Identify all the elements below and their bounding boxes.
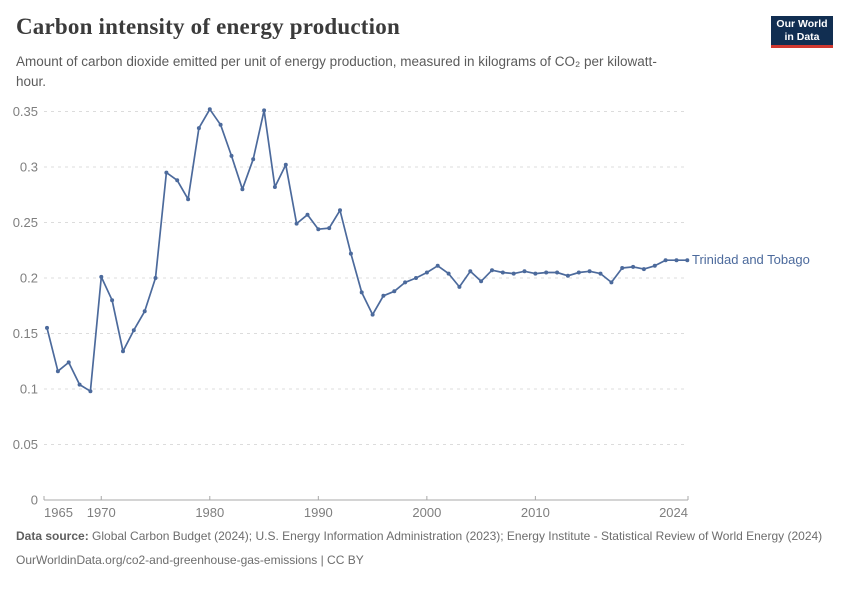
y-axis-tick-label: 0.15 <box>13 326 38 341</box>
data-point[interactable] <box>305 212 310 217</box>
data-point[interactable] <box>88 389 93 394</box>
data-point[interactable] <box>196 126 201 131</box>
x-axis-tick-label: 1970 <box>87 505 116 520</box>
data-point[interactable] <box>45 325 49 330</box>
data-point[interactable] <box>121 349 125 354</box>
data-point[interactable] <box>251 157 256 162</box>
y-axis-tick-label: 0.1 <box>20 382 38 397</box>
data-point[interactable] <box>555 270 560 275</box>
data-point[interactable] <box>522 269 527 274</box>
y-axis-tick-label: 0.2 <box>20 271 38 286</box>
data-point[interactable] <box>294 221 299 226</box>
data-point[interactable] <box>327 226 332 231</box>
data-point[interactable] <box>338 208 342 213</box>
data-point[interactable] <box>99 274 104 279</box>
y-axis-tick-label: 0.05 <box>13 437 38 452</box>
data-point[interactable] <box>272 185 277 189</box>
data-point[interactable] <box>77 382 82 387</box>
data-point[interactable] <box>598 271 603 276</box>
data-point[interactable] <box>544 270 549 275</box>
data-point[interactable] <box>641 267 646 272</box>
data-point[interactable] <box>500 270 505 275</box>
y-axis-tick-label: 0.25 <box>13 215 38 230</box>
data-point[interactable] <box>457 284 462 289</box>
x-axis-tick-label: 2010 <box>521 505 550 520</box>
data-point[interactable] <box>370 312 375 317</box>
data-source-text: Global Carbon Budget (2024); U.S. Energy… <box>88 529 823 543</box>
data-point[interactable] <box>218 122 223 127</box>
data-point[interactable] <box>685 258 690 263</box>
data-point[interactable] <box>55 369 60 374</box>
y-axis-tick-label: 0.3 <box>20 160 38 175</box>
y-axis-tick-label: 0.35 <box>13 104 38 119</box>
data-point[interactable] <box>110 298 115 303</box>
data-source-label: Data source: <box>16 529 89 543</box>
data-point[interactable] <box>164 170 169 175</box>
data-point[interactable] <box>620 266 625 270</box>
data-point[interactable] <box>576 270 581 275</box>
data-point[interactable] <box>283 162 288 167</box>
data-point[interactable] <box>674 258 679 263</box>
owid-logo-line2: in Data <box>784 30 820 43</box>
x-axis-tick-label: 2024 <box>659 505 688 520</box>
data-point[interactable] <box>565 273 570 278</box>
data-point[interactable] <box>490 268 494 273</box>
chart-footer: Data source: Global Carbon Budget (2024)… <box>16 528 831 569</box>
data-point[interactable] <box>240 187 245 192</box>
data-point[interactable] <box>587 269 592 274</box>
x-axis-tick-label: 1980 <box>195 505 224 520</box>
data-point[interactable] <box>468 269 473 274</box>
data-point[interactable] <box>424 270 429 275</box>
data-source-line: Data source: Global Carbon Budget (2024)… <box>16 528 831 545</box>
data-point[interactable] <box>533 271 538 276</box>
data-point[interactable] <box>663 258 668 263</box>
owid-logo-line1: Our World <box>776 17 828 30</box>
owid-logo[interactable]: Our World in Data <box>771 16 833 48</box>
data-point[interactable] <box>175 178 180 183</box>
data-point[interactable] <box>381 293 386 298</box>
x-axis-tick-label: 1990 <box>304 505 333 520</box>
data-point[interactable] <box>359 290 364 295</box>
data-point[interactable] <box>262 108 267 113</box>
data-point[interactable] <box>392 289 397 294</box>
chart-subtitle: Amount of carbon dioxide emitted per uni… <box>16 54 657 90</box>
data-point[interactable] <box>631 264 636 269</box>
data-point[interactable] <box>511 271 516 276</box>
data-point[interactable] <box>207 107 212 112</box>
data-point[interactable] <box>446 271 451 276</box>
data-point[interactable] <box>609 280 614 285</box>
data-point[interactable] <box>153 276 158 280</box>
data-point[interactable] <box>186 197 191 202</box>
series-line <box>46 108 689 393</box>
data-point[interactable] <box>435 263 440 268</box>
data-point[interactable] <box>403 280 408 285</box>
x-axis-tick-label: 1965 <box>44 505 73 520</box>
data-point[interactable] <box>348 251 353 256</box>
data-point[interactable] <box>414 276 418 280</box>
data-point[interactable] <box>66 360 71 365</box>
data-point[interactable] <box>229 153 234 158</box>
y-axis-tick-label: 0 <box>31 493 38 508</box>
x-axis-tick-label: 2000 <box>412 505 441 520</box>
data-point[interactable] <box>142 309 147 314</box>
data-point[interactable] <box>131 328 136 333</box>
data-point[interactable] <box>316 227 321 232</box>
footer-url-line: OurWorldinData.org/co2-and-greenhouse-ga… <box>16 552 364 567</box>
series-entity-label[interactable]: Trinidad and Tobago <box>692 252 810 267</box>
data-point[interactable] <box>479 279 484 284</box>
chart-title: Carbon intensity of energy production <box>16 14 400 39</box>
data-point[interactable] <box>652 263 657 268</box>
